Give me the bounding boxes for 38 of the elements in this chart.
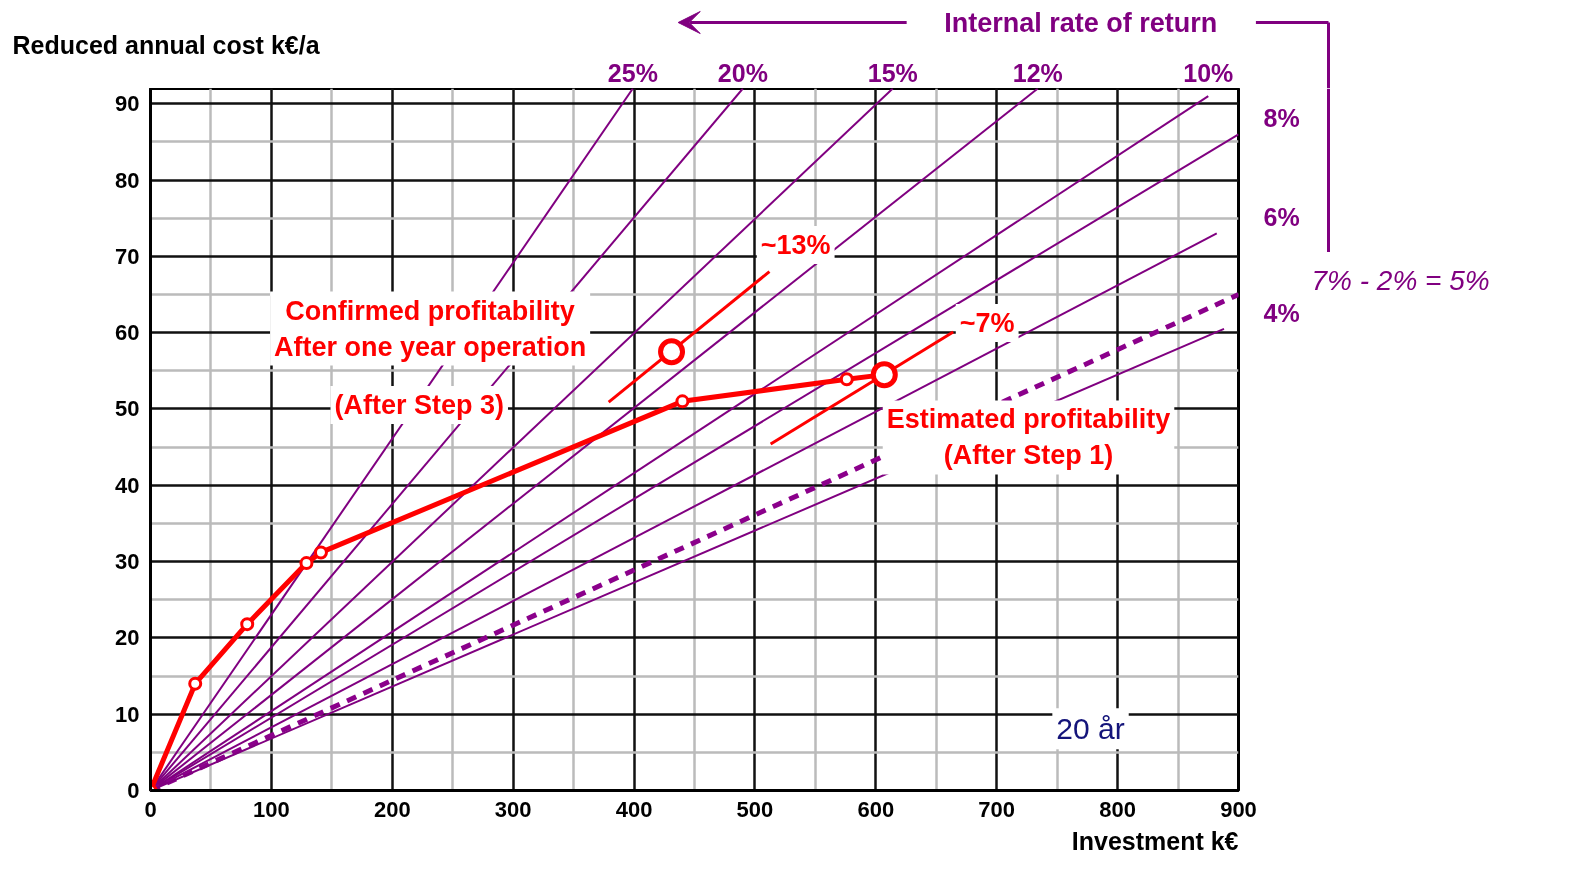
x-tick-label: 300 [494,796,532,822]
series-label: 12% [1012,58,1063,87]
x-tick-label: 200 [373,796,411,822]
x-tick-label: 0 [144,796,157,822]
annotation: Estimated profitability (After Step 1) [886,404,1171,471]
series-label: 15% [867,58,918,87]
y-tick-label: 0 [127,778,140,803]
series-label: 6% [1263,203,1300,232]
y-tick-label: 40 [115,472,140,498]
annotation: ~13% [760,230,831,261]
y-axis-title: Reduced annual cost k€/a [12,30,321,59]
text: 7% - 2% = 5% [1311,265,1490,297]
y-tick-label: 70 [115,243,140,269]
annotation: (After Step 3) [334,390,504,421]
series-label: 8% [1263,104,1300,133]
x-tick-label: 400 [615,796,653,822]
series-label: 25% [607,58,658,87]
x-axis-title: Investment k€ [1071,826,1239,855]
text: Internal rate of return [944,7,1218,38]
y-tick-label: 80 [115,167,140,193]
x-tick-label: 800 [1099,796,1136,822]
x-tick-label: 700 [978,796,1016,822]
series-label: 10% [1183,58,1234,87]
y-tick-label: 90 [115,91,140,117]
y-tick-label: 60 [115,320,140,346]
x-tick-label: 900 [1220,796,1257,822]
x-tick-label: 500 [736,796,774,822]
y-tick-label: 10 [115,701,140,727]
x-tick-label: 100 [253,796,290,822]
series-label: 4% [1263,298,1300,327]
annotation: Confirmed profitability After one year operation [274,295,587,362]
y-tick-label: 50 [115,396,140,422]
annotation: 20 år [1056,712,1125,746]
y-tick-label: 20 [115,625,140,651]
y-tick-label: 30 [115,549,140,575]
series-label: 20% [717,58,768,87]
annotation: ~7% [959,307,1015,338]
x-tick-label: 600 [857,796,895,822]
